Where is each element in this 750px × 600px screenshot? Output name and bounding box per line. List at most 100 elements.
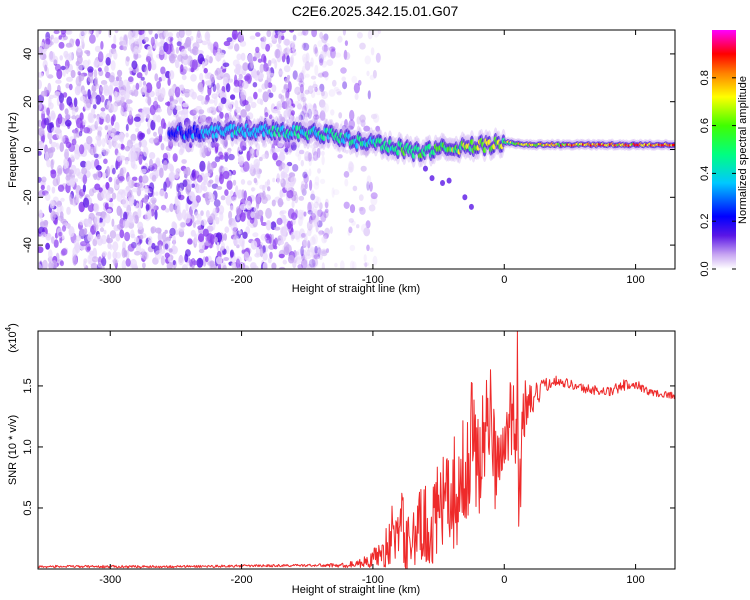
noise-blob <box>94 214 100 225</box>
noise-blob <box>298 114 304 121</box>
noise-blob <box>170 245 178 255</box>
noise-blob <box>284 147 289 153</box>
noise-blob <box>260 222 268 226</box>
noise-blob <box>370 192 378 200</box>
noise-blob <box>140 168 147 174</box>
noise-blob <box>372 69 377 79</box>
noise-blob <box>259 156 263 162</box>
noise-blob <box>296 76 301 82</box>
noise-blob <box>104 125 109 131</box>
noise-blob <box>152 100 159 111</box>
noise-blob <box>348 162 355 173</box>
noise-blob <box>311 147 317 156</box>
noise-blob <box>123 111 128 117</box>
noise-blob <box>335 89 342 94</box>
noise-blob <box>150 59 157 71</box>
noise-blob <box>164 208 170 213</box>
noise-blob <box>314 48 319 57</box>
noise-blob <box>220 97 227 105</box>
noise-blob <box>71 138 77 146</box>
noise-blob <box>348 226 353 234</box>
noise-blob <box>287 254 295 264</box>
noise-blob <box>46 107 50 116</box>
noise-blob <box>151 174 157 182</box>
noise-blob <box>237 33 244 42</box>
noise-blob <box>248 166 254 174</box>
noise-blob <box>161 73 166 82</box>
noise-blob <box>214 156 221 163</box>
noise-blob <box>147 61 152 72</box>
noise-blob <box>119 36 124 42</box>
noise-blob <box>159 249 166 254</box>
noise-blob <box>74 149 81 160</box>
noise-blob <box>200 219 207 226</box>
noise-blob <box>309 61 313 67</box>
noise-blob <box>316 245 321 254</box>
noise-blob <box>286 107 290 119</box>
noise-blob <box>87 218 93 228</box>
noise-blob <box>149 158 153 168</box>
noise-blob <box>96 115 100 125</box>
noise-blob <box>310 190 315 201</box>
noise-blob <box>65 30 73 35</box>
snr-y-ticks: 0.5 1.0 1.5 <box>22 378 675 516</box>
noise-blob <box>297 209 304 220</box>
noise-blob <box>65 119 72 127</box>
noise-blob <box>112 241 119 252</box>
noise-blob <box>319 202 323 210</box>
noise-blob <box>299 228 305 239</box>
noise-blob <box>363 125 371 132</box>
noise-blob <box>278 266 286 269</box>
noise-blob <box>307 152 312 162</box>
noise-blob <box>301 239 307 249</box>
noise-blob <box>317 249 323 254</box>
noise-blob <box>143 193 149 205</box>
noise-blob <box>362 149 370 156</box>
noise-blob <box>89 34 96 44</box>
noise-blob <box>280 210 287 215</box>
noise-blob <box>119 155 126 161</box>
noise-blob <box>308 225 313 233</box>
noise-blob <box>180 48 187 57</box>
noise-blob <box>180 109 186 120</box>
noise-blob <box>332 79 337 87</box>
noise-blob <box>304 61 311 71</box>
noise-blob <box>225 83 231 93</box>
noise-blob <box>226 37 233 43</box>
noise-blob <box>179 138 183 149</box>
noise-blob <box>168 140 174 149</box>
noise-blob <box>311 213 316 223</box>
noise-blob <box>277 140 284 148</box>
noise-blob <box>297 31 303 37</box>
noise-blob <box>42 259 48 269</box>
noise-blob <box>131 60 138 70</box>
noise-blob <box>195 184 203 194</box>
noise-blob <box>250 240 258 250</box>
noise-blob <box>185 201 189 212</box>
noise-blob <box>92 104 97 110</box>
noise-blob <box>120 92 126 102</box>
noise-blob <box>372 113 380 123</box>
noise-blob <box>303 169 309 180</box>
noise-blob <box>317 220 323 228</box>
noise-blob <box>303 237 308 247</box>
noise-blob <box>178 227 185 232</box>
noise-blob <box>130 233 136 239</box>
noise-blob <box>314 86 318 92</box>
noise-blob <box>269 72 275 77</box>
noise-blob <box>250 148 255 155</box>
noise-blob <box>356 116 361 125</box>
noise-blob <box>262 91 269 103</box>
noise-blob <box>113 34 117 45</box>
noise-blob <box>138 132 145 140</box>
noise-blob <box>82 197 90 208</box>
noise-blob <box>255 32 261 37</box>
y-tick-label: -40 <box>22 237 34 253</box>
noise-blob <box>197 225 203 230</box>
noise-blob <box>148 137 156 144</box>
ridge-core <box>322 135 326 141</box>
noise-blob <box>122 197 129 209</box>
noise-blob <box>65 83 70 89</box>
noise-blob <box>44 193 51 201</box>
noise-blob <box>60 197 65 202</box>
